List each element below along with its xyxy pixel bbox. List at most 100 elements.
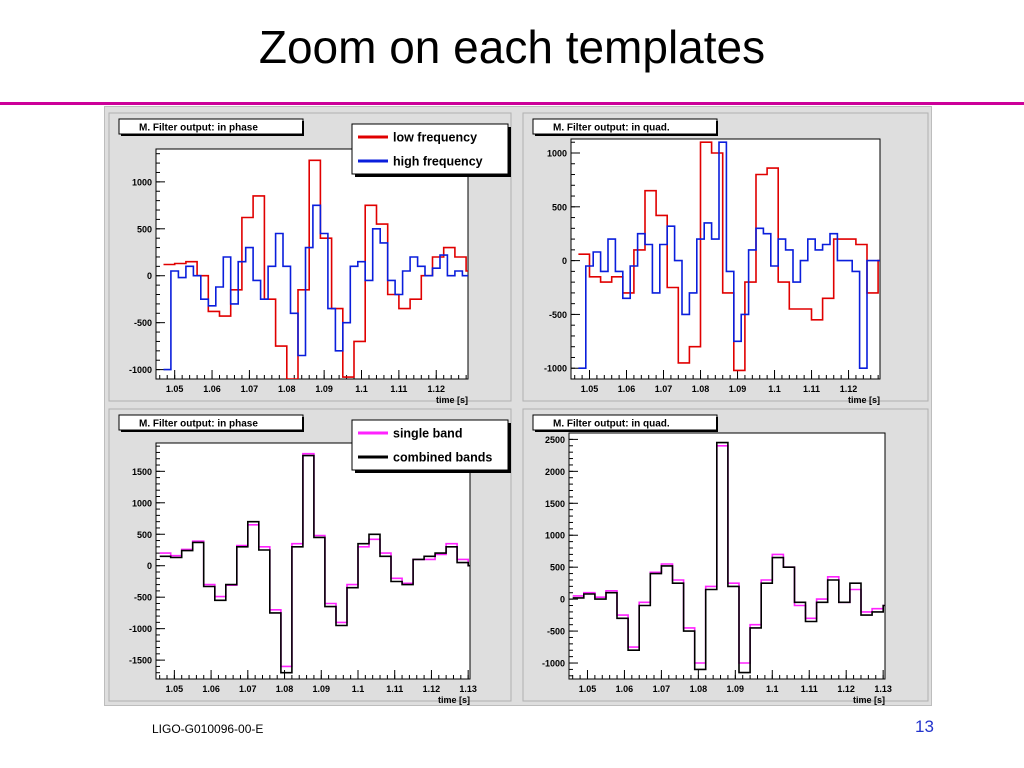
- y-tick-label: -500: [549, 310, 567, 320]
- series-line-combined-bands: [572, 441, 885, 674]
- x-tick-label: 1.12: [837, 684, 855, 694]
- x-tick-label: 1.05: [166, 384, 184, 394]
- plots-canvas: -1000 -500 0 500 1000 1.05 1.06 1.07 1.08 1.09 1.1…: [108, 112, 929, 705]
- slide-title: Zoom on each templates: [258, 21, 766, 73]
- x-tick-label: 1.13: [874, 684, 892, 694]
- x-tick-label: 1.07: [655, 384, 673, 394]
- legend-frame: [351, 419, 509, 471]
- y-tick-label: 500: [137, 224, 152, 234]
- x-tick-label: 1.1: [766, 684, 779, 694]
- chart-title: M. Filter output: in phase: [139, 123, 258, 134]
- x-tick-label: 1.09: [727, 684, 745, 694]
- legend-label: combined bands: [393, 451, 492, 465]
- x-tick-label: 1.06: [618, 384, 636, 394]
- plot-frame: [155, 442, 471, 680]
- chart-legend: single band combined bands: [351, 419, 511, 473]
- y-tick-label: 1000: [132, 498, 152, 508]
- x-tick-label: 1.07: [653, 684, 671, 694]
- y-tick-label: 0: [560, 595, 565, 605]
- footer-document-id: LIGO-G010096-00-E: [152, 722, 264, 736]
- chart-panel-1: -1000 -500 0 500 1000 1.05 1.06 1.07 1.08 1.09 1.1…: [108, 112, 512, 405]
- legend-label: high frequency: [393, 155, 483, 169]
- plot-frame: [568, 432, 886, 680]
- x-tick-label: 1.06: [203, 384, 221, 394]
- y-tick-label: -1000: [129, 624, 152, 634]
- x-axis-label: time [s]: [438, 695, 470, 705]
- y-tick-label: 1500: [545, 499, 565, 509]
- x-tick-label: 1.05: [166, 684, 184, 694]
- chart-panel-4: -1000 -500 0 500 1000 1500 2000 2500 1.05 1.06 1.0…: [522, 408, 929, 705]
- x-axis-label: time [s]: [853, 695, 885, 705]
- series-line-combined-bands: [159, 454, 470, 674]
- x-tick-label: 1.12: [840, 384, 858, 394]
- chart-legend: low frequency high frequency: [351, 123, 511, 177]
- legend-frame: [351, 123, 509, 175]
- x-tick-label: 1.13: [459, 684, 477, 694]
- y-tick-label: 1000: [132, 177, 152, 187]
- plot-frame: [155, 148, 469, 380]
- y-tick-label: 1500: [132, 467, 152, 477]
- legend-label: single band: [393, 427, 462, 441]
- x-tick-label: 1.05: [579, 684, 597, 694]
- x-tick-label: 1.1: [768, 384, 781, 394]
- x-tick-label: 1.11: [803, 384, 820, 394]
- plot-area: -1500 -1000 -500 0 500 1000 1500 1.05 1.06 1.07 1.…: [129, 442, 477, 705]
- chart-title-box: M. Filter output: in quad.: [532, 118, 718, 136]
- y-tick-label: -1000: [542, 659, 565, 669]
- x-axis-label: time [s]: [848, 395, 880, 405]
- series-line-low-frequency: [163, 159, 468, 379]
- plot-area: -1000 -500 0 500 1000 1500 2000 2500 1.05 1.06 1.0…: [542, 432, 892, 705]
- x-tick-label: 1.07: [239, 684, 257, 694]
- chart-title-box: M. Filter output: in phase: [118, 118, 304, 136]
- y-tick-label: -500: [134, 593, 152, 603]
- y-tick-label: 500: [550, 563, 565, 573]
- legend-label: low frequency: [393, 131, 477, 145]
- x-tick-label: 1.11: [390, 384, 407, 394]
- x-axis-label: time [s]: [436, 395, 468, 405]
- x-tick-label: 1.06: [616, 684, 634, 694]
- x-tick-label: 1.11: [386, 684, 403, 694]
- x-tick-label: 1.05: [581, 384, 599, 394]
- x-tick-label: 1.07: [241, 384, 259, 394]
- y-tick-label: 0: [147, 271, 152, 281]
- chart-title-box: M. Filter output: in quad.: [532, 414, 718, 432]
- x-tick-label: 1.1: [352, 684, 365, 694]
- y-tick-label: 0: [562, 256, 567, 266]
- y-tick-label: 1000: [545, 531, 565, 541]
- x-tick-label: 1.08: [278, 384, 296, 394]
- y-tick-label: 2500: [545, 435, 565, 445]
- series-line-low-frequency: [578, 141, 880, 372]
- y-tick-label: -1000: [544, 364, 567, 374]
- y-tick-label: -500: [134, 318, 152, 328]
- x-tick-label: 1.06: [202, 684, 220, 694]
- y-tick-label: 500: [552, 202, 567, 212]
- x-tick-label: 1.09: [729, 384, 747, 394]
- title-divider: [0, 102, 1024, 105]
- plot-area: -1000 -500 0 500 1000 1.05 1.06 1.07 1.08 1.09 1.1…: [544, 138, 881, 405]
- series-line-high-frequency: [578, 141, 880, 369]
- x-tick-label: 1.08: [276, 684, 294, 694]
- y-tick-label: -1500: [129, 656, 152, 666]
- y-tick-label: 500: [137, 530, 152, 540]
- x-tick-label: 1.12: [423, 684, 441, 694]
- chart-title-box: M. Filter output: in phase: [118, 414, 304, 432]
- plot-area: -1000 -500 0 500 1000 1.05 1.06 1.07 1.08 1.09 1.1…: [129, 148, 469, 405]
- x-tick-label: 1.12: [427, 384, 445, 394]
- y-tick-label: 2000: [545, 467, 565, 477]
- page-number: 13: [915, 717, 934, 736]
- x-tick-label: 1.08: [692, 384, 710, 394]
- chart-title: M. Filter output: in quad.: [553, 123, 670, 134]
- x-tick-label: 1.09: [312, 684, 330, 694]
- y-tick-label: -1000: [129, 365, 152, 375]
- chart-panel-2: -1000 -500 0 500 1000 1.05 1.06 1.07 1.08 1.09 1.1…: [522, 112, 929, 405]
- y-tick-label: 0: [147, 561, 152, 571]
- series-line-high-frequency: [163, 204, 468, 371]
- chart-title: M. Filter output: in phase: [139, 419, 258, 430]
- x-tick-label: 1.09: [315, 384, 333, 394]
- chart-panel-3: -1500 -1000 -500 0 500 1000 1500 1.05 1.06 1.07 1.…: [108, 408, 512, 705]
- x-tick-label: 1.08: [690, 684, 708, 694]
- x-tick-label: 1.1: [355, 384, 368, 394]
- x-tick-label: 1.11: [801, 684, 818, 694]
- chart-title: M. Filter output: in quad.: [553, 419, 670, 430]
- plot-frame: [570, 138, 881, 380]
